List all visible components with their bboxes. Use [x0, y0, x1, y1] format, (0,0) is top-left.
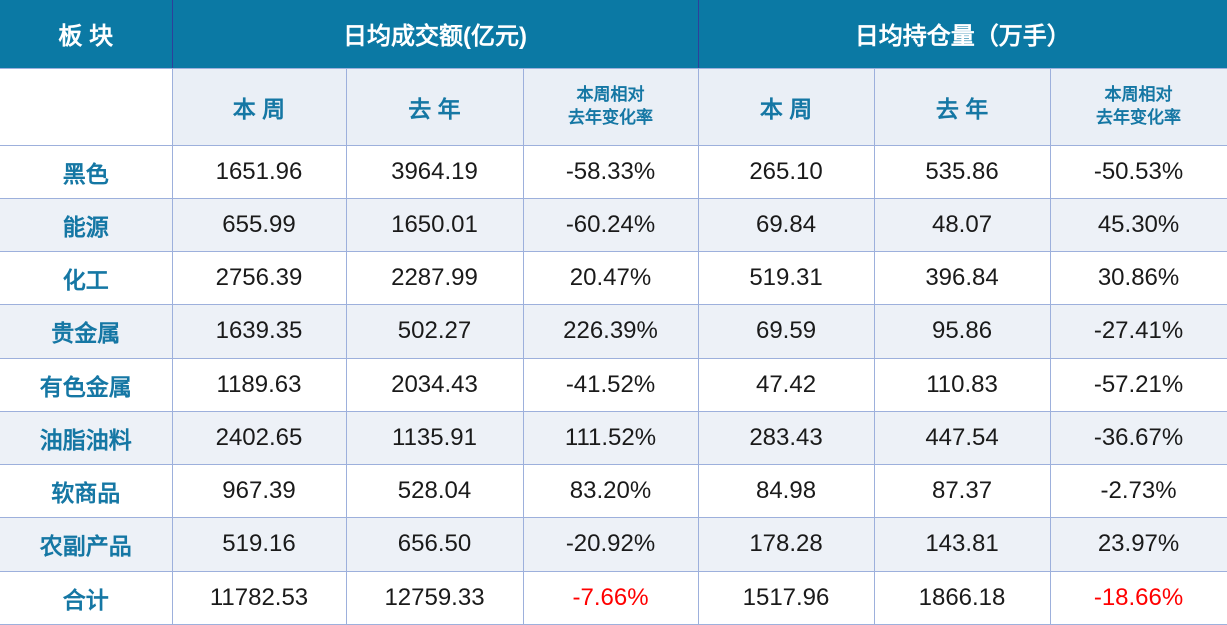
table-row: 有色金属 1189.63 2034.43 -41.52% 47.42 110.83 -57.…: [0, 357, 1227, 412]
turnover-change-header-line2: 去年变化率: [568, 107, 653, 127]
oi-lastyear-cell: 110.83: [873, 357, 1051, 412]
sector-label: 农副产品: [0, 517, 173, 572]
sector-label: 软商品: [0, 464, 173, 519]
turnover-lastyear-cell: 2034.43: [345, 357, 524, 412]
sector-label: 贵金属: [0, 304, 173, 359]
oi-change-cell: 30.86%: [1049, 251, 1227, 306]
turnover-lastyear-cell: 528.04: [345, 464, 524, 519]
oi-lastyear-cell: 1866.18: [873, 570, 1051, 625]
oi-lastyear-cell: 396.84: [873, 251, 1051, 306]
oi-lastyear-cell: 447.54: [873, 410, 1051, 466]
turnover-lastyear-cell: 656.50: [345, 517, 524, 572]
oi-lastyear-cell: 87.37: [873, 464, 1051, 519]
oi-change-cell: -36.67%: [1049, 410, 1227, 466]
oi-change-cell: -27.41%: [1049, 304, 1227, 359]
turnover-change-cell: -20.92%: [522, 517, 699, 572]
oi-change-cell: 23.97%: [1049, 517, 1227, 572]
sector-label: 能源: [0, 197, 173, 253]
turnover-change-cell: -7.66%: [522, 570, 699, 625]
turnover-change-header: 本周相对 去年变化率: [522, 67, 699, 146]
open-interest-group-header: 日均持仓量（万手）: [697, 0, 1227, 69]
table-row: 农副产品 519.16 656.50 -20.92% 178.28 143.81 23.97…: [0, 517, 1227, 572]
sector-label: 化工: [0, 251, 173, 306]
sector-label: 合计: [0, 570, 173, 625]
turnover-change-header-line1: 本周相对: [576, 84, 645, 104]
oi-lastyear-cell: 95.86: [873, 304, 1051, 359]
turnover-lastyear-cell: 1135.91: [345, 410, 524, 466]
oi-week-cell: 69.84: [697, 197, 875, 253]
oi-week-cell: 47.42: [697, 357, 875, 412]
oi-week-cell: 84.98: [697, 464, 875, 519]
table-row: 软商品 967.39 528.04 83.20% 84.98 87.37 -2.73%: [0, 464, 1227, 519]
oi-change-header-line1: 本周相对: [1104, 84, 1173, 104]
turnover-change-cell: -41.52%: [522, 357, 699, 412]
table-row: 贵金属 1639.35 502.27 226.39% 69.59 95.86 -27.41%: [0, 304, 1227, 359]
sub-header-row: 本 周 去 年 本周相对 去年变化率 本 周 去 年 本周相对 去年变化率: [0, 67, 1227, 146]
oi-change-header: 本周相对 去年变化率: [1049, 67, 1227, 146]
turnover-change-cell: 83.20%: [522, 464, 699, 519]
turnover-change-cell: -60.24%: [522, 197, 699, 253]
blank-header-cell: [0, 67, 173, 146]
sector-label: 有色金属: [0, 357, 173, 412]
turnover-week-cell: 2402.65: [171, 410, 347, 466]
turnover-lastyear-cell: 502.27: [345, 304, 524, 359]
turnover-week-cell: 655.99: [171, 197, 347, 253]
oi-week-cell: 265.10: [697, 144, 875, 199]
sector-label: 油脂油料: [0, 410, 173, 466]
turnover-group-header: 日均成交额(亿元): [171, 0, 699, 69]
turnover-week-cell: 2756.39: [171, 251, 347, 306]
oi-lastyear-cell: 535.86: [873, 144, 1051, 199]
turnover-lastyear-cell: 1650.01: [345, 197, 524, 253]
turnover-week-cell: 967.39: [171, 464, 347, 519]
table-row: 能源 655.99 1650.01 -60.24% 69.84 48.07 45.30%: [0, 197, 1227, 253]
group-header-row: 板 块 日均成交额(亿元) 日均持仓量（万手）: [0, 0, 1227, 69]
oi-change-cell: -50.53%: [1049, 144, 1227, 199]
turnover-change-cell: 20.47%: [522, 251, 699, 306]
turnover-lastyear-cell: 3964.19: [345, 144, 524, 199]
turnover-week-cell: 519.16: [171, 517, 347, 572]
turnover-change-cell: 226.39%: [522, 304, 699, 359]
total-row: 合计 11782.53 12759.33 -7.66% 1517.96 1866.18 -1…: [0, 570, 1227, 625]
turnover-week-cell: 1639.35: [171, 304, 347, 359]
oi-change-header-line2: 去年变化率: [1096, 107, 1182, 127]
table-row: 黑色 1651.96 3964.19 -58.33% 265.10 535.86 -50.5…: [0, 144, 1227, 199]
oi-week-cell: 1517.96: [697, 570, 875, 625]
oi-change-cell: 45.30%: [1049, 197, 1227, 253]
oi-week-cell: 283.43: [697, 410, 875, 466]
table-body: 黑色 1651.96 3964.19 -58.33% 265.10 535.86 -50.5…: [0, 144, 1227, 625]
oi-week-header: 本 周: [697, 67, 875, 146]
oi-change-cell: -57.21%: [1049, 357, 1227, 412]
oi-change-cell: -18.66%: [1049, 570, 1227, 625]
turnover-change-cell: 111.52%: [522, 410, 699, 466]
oi-lastyear-header: 去 年: [873, 67, 1051, 146]
turnover-change-cell: -58.33%: [522, 144, 699, 199]
turnover-lastyear-cell: 2287.99: [345, 251, 524, 306]
sector-label: 黑色: [0, 144, 173, 199]
oi-change-cell: -2.73%: [1049, 464, 1227, 519]
turnover-lastyear-header: 去 年: [345, 67, 524, 146]
sector-column-header: 板 块: [0, 0, 173, 69]
turnover-week-cell: 1651.96: [171, 144, 347, 199]
oi-week-cell: 519.31: [697, 251, 875, 306]
table-row: 化工 2756.39 2287.99 20.47% 519.31 396.84 30.86%: [0, 251, 1227, 306]
turnover-week-cell: 11782.53: [171, 570, 347, 625]
oi-week-cell: 69.59: [697, 304, 875, 359]
oi-week-cell: 178.28: [697, 517, 875, 572]
table-row: 油脂油料 2402.65 1135.91 111.52% 283.43 447.54 -36…: [0, 410, 1227, 466]
oi-lastyear-cell: 143.81: [873, 517, 1051, 572]
turnover-week-header: 本 周: [171, 67, 347, 146]
turnover-lastyear-cell: 12759.33: [345, 570, 524, 625]
turnover-week-cell: 1189.63: [171, 357, 347, 412]
oi-lastyear-cell: 48.07: [873, 197, 1051, 253]
